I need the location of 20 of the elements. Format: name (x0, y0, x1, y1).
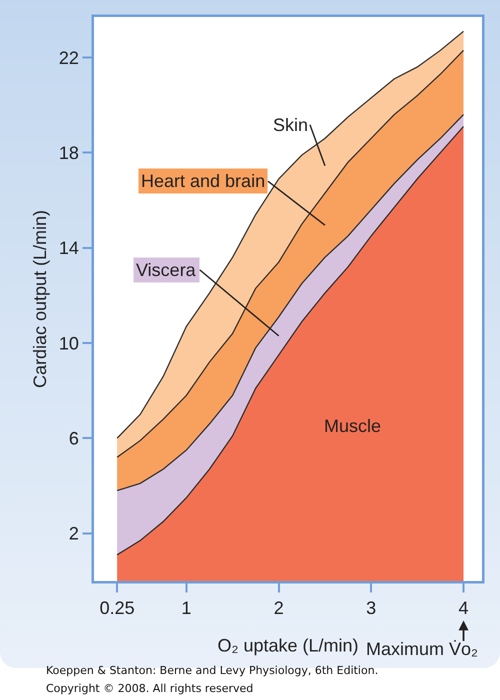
y-tick-label: 22 (58, 48, 79, 68)
text: Viscera (136, 260, 197, 280)
series-label: Skin (273, 115, 308, 135)
y-axis-title: Cardiac output (L/min) (30, 210, 50, 388)
y-tick-label: 14 (58, 238, 79, 258)
series-label: Muscle (324, 416, 382, 436)
y-tick-label: 2 (68, 524, 79, 544)
y-tick-label: 18 (58, 142, 79, 163)
x-axis-title: O₂ uptake (L/min) (217, 635, 359, 656)
x-tick-label: 0.25 (100, 598, 135, 618)
y-tick-label: 6 (68, 428, 79, 449)
text: Maximum V̇o₂ (366, 639, 478, 659)
x-tick-label: 3 (366, 598, 376, 618)
x-tick-label: 1 (181, 598, 192, 618)
x-tick-label: 2 (274, 598, 284, 618)
text: Koeppen & Stanton: Berne and Levy Physiology, 6th Edition. (46, 664, 378, 677)
x-tick-label: 4 (458, 598, 469, 618)
text: Heart and brain (141, 171, 266, 191)
y-tick-label: 10 (58, 333, 79, 354)
text: Copyright © 2008. All rights reserved (46, 682, 254, 695)
